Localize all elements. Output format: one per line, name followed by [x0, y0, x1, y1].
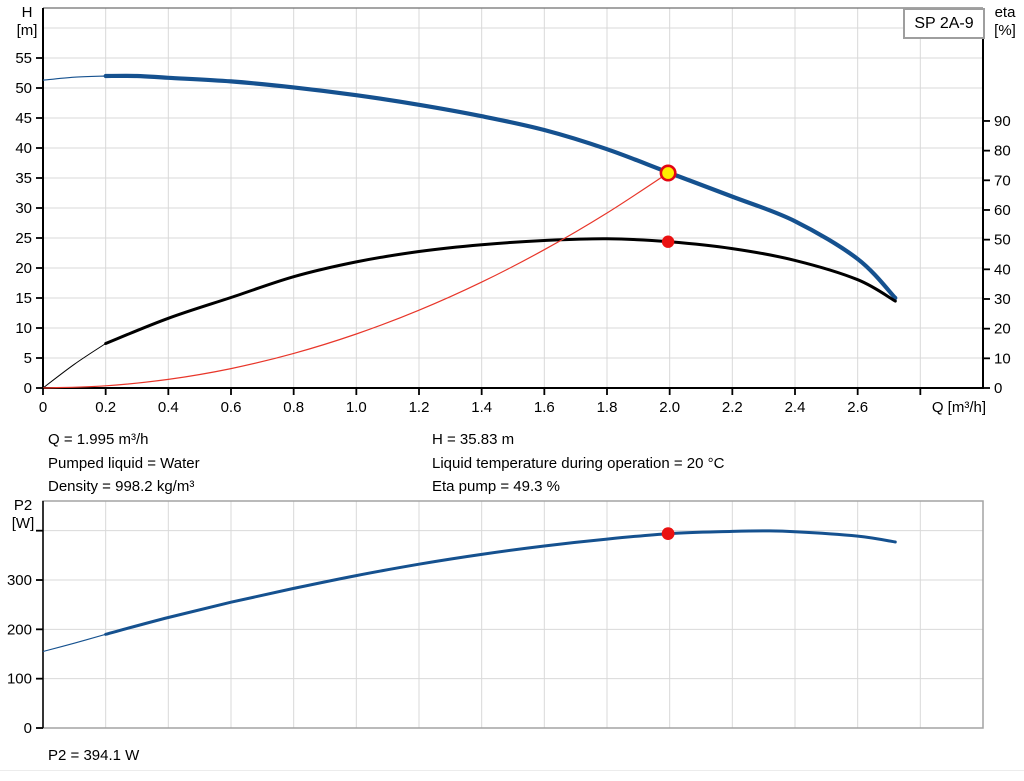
x-tick-label: 2.0 — [659, 399, 680, 416]
info-column-right: H = 35.83 m Liquid temperature during ope… — [432, 428, 724, 499]
q-axis-title: Q [m³/h] — [931, 399, 986, 416]
pump-type-label: SP 2A-9 — [914, 14, 974, 32]
info-line: Density = 998.2 kg/m³ — [48, 478, 195, 495]
y-tick-label-right: 60 — [994, 202, 1011, 219]
info-power: P2 = 394.1 W — [48, 744, 139, 768]
x-tick-label: 0.6 — [221, 399, 242, 416]
pump-type-box: SP 2A-9 — [903, 8, 985, 39]
y-tick-label-right: 10 — [994, 350, 1011, 367]
y-tick-label-left: 45 — [15, 110, 32, 127]
y-tick-label-left: 0 — [24, 720, 32, 737]
info-line: Liquid temperature during operation = 20… — [432, 454, 725, 472]
bottom-separator — [0, 770, 1024, 771]
y-tick-label-right: 0 — [994, 380, 1002, 397]
info-column-left: Q = 1.995 m³/h Pumped liquid = Water Densi… — [48, 428, 200, 499]
head-curve — [103, 73, 898, 301]
x-tick-label: 0.2 — [95, 399, 116, 416]
info-line: P2 = 394.1 W — [48, 747, 140, 764]
x-tick-label: 0.4 — [158, 399, 179, 416]
y-tick-label-left: 25 — [15, 230, 32, 247]
efficiency-point — [661, 235, 675, 248]
p2-axis-title-line2: [W] — [11, 515, 35, 532]
y-tick-label-right: 50 — [994, 232, 1011, 249]
eta-axis-title-line2: [%] — [994, 22, 1016, 39]
y-tick-label-left: 10 — [15, 320, 32, 337]
p2-axis-title-line1: P2 — [13, 497, 33, 514]
x-tick-label: 2.6 — [847, 399, 868, 416]
x-tick-label: 1.8 — [597, 399, 618, 416]
x-tick-label: 0.8 — [283, 399, 304, 416]
h-axis-title-line2: [m] — [16, 22, 38, 39]
info-line: Eta pump = 49.3 % — [432, 478, 560, 495]
p2-axis-title: P2 [W] — [4, 497, 42, 533]
y-tick-label-right: 30 — [994, 291, 1011, 308]
y-tick-label-right: 70 — [994, 172, 1011, 189]
y-tick-label-left: 100 — [7, 671, 32, 688]
y-tick-label-left: 15 — [15, 290, 32, 307]
power-curve-thin — [42, 633, 106, 653]
y-tick-label-left: 35 — [15, 170, 32, 187]
efficiency-curve-thin — [42, 343, 106, 389]
y-tick-label-right: 80 — [994, 143, 1011, 160]
duty-point — [659, 164, 677, 182]
y-tick-label-left: 0 — [24, 380, 32, 397]
system-curve — [42, 172, 669, 389]
info-line: H = 35.83 m — [432, 431, 515, 448]
y-tick-label-left: 40 — [15, 140, 32, 157]
y-tick-label-left: 30 — [15, 200, 32, 217]
eta-axis-title-line1: eta — [994, 4, 1016, 21]
x-tick-label: 1.4 — [471, 399, 492, 416]
info-line: Pumped liquid = Water — [48, 454, 200, 472]
x-tick-label: 1.6 — [534, 399, 555, 416]
x-tick-label: 1.0 — [346, 399, 367, 416]
y-tick-label-right: 20 — [994, 321, 1011, 338]
x-tick-label: 0 — [39, 399, 47, 416]
y-tick-label-left: 50 — [15, 80, 32, 97]
x-tick-label: 2.2 — [722, 399, 743, 416]
eta-axis-title: eta [%] — [987, 4, 1023, 40]
y-tick-label-left: 55 — [15, 50, 32, 67]
power-curve — [104, 529, 897, 636]
h-axis-title-line1: H — [21, 4, 33, 21]
y-tick-label-left: 200 — [7, 621, 32, 638]
info-line: Q = 1.995 m³/h — [48, 431, 149, 448]
head-curve-thin — [42, 75, 106, 81]
y-tick-label-right: 90 — [994, 113, 1011, 130]
power-point — [661, 527, 675, 540]
h-axis-title: H [m] — [8, 4, 46, 40]
x-tick-label: 2.4 — [785, 399, 806, 416]
y-tick-label-left: 20 — [15, 260, 32, 277]
efficiency-curve — [104, 237, 897, 345]
y-tick-label-left: 300 — [7, 572, 32, 589]
x-tick-label: 1.2 — [409, 399, 430, 416]
y-tick-label-left: 5 — [24, 350, 32, 367]
y-tick-label-right: 40 — [994, 261, 1011, 278]
